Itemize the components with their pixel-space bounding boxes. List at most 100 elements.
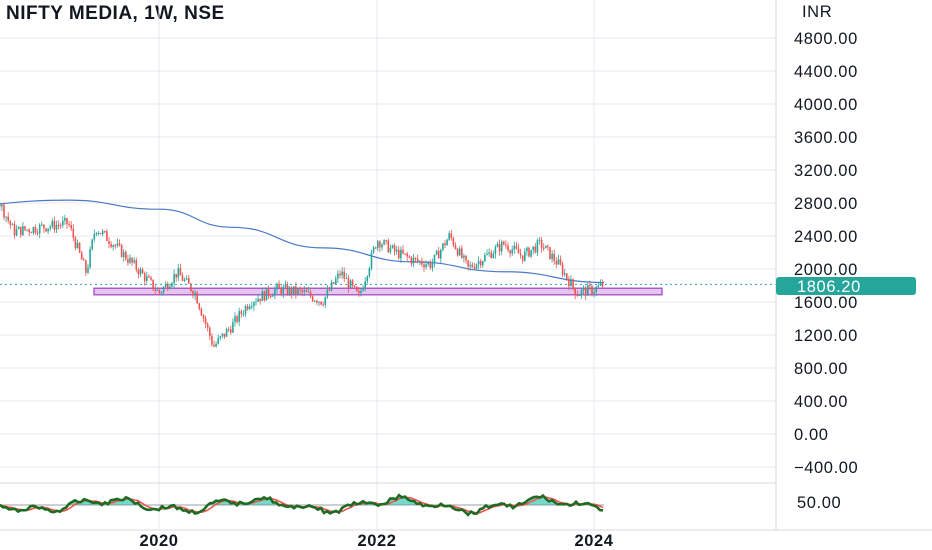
candle-body — [574, 287, 576, 296]
candle-body — [511, 249, 513, 254]
candle-body — [133, 260, 135, 263]
candle-body — [299, 289, 301, 291]
grid — [0, 0, 776, 530]
candle-body — [553, 253, 555, 262]
candle-body — [379, 241, 381, 248]
candle-body — [20, 226, 22, 236]
candle-body — [314, 300, 316, 302]
price-tick-label: 3600.00 — [794, 129, 858, 147]
candle-body — [83, 259, 85, 261]
candle-body — [120, 244, 123, 258]
candle-body — [521, 255, 524, 261]
candle-body — [206, 323, 209, 328]
candle-body — [595, 286, 597, 292]
candle-body — [167, 283, 169, 289]
candle-body — [24, 226, 26, 230]
candle-body — [589, 285, 591, 287]
candle-body — [99, 232, 102, 234]
candle-body — [479, 260, 482, 266]
candle-body — [494, 247, 497, 254]
candle-body — [412, 257, 415, 264]
candle-body — [3, 204, 5, 218]
candle-body — [171, 283, 173, 287]
candle-body — [500, 241, 503, 252]
candle-body — [125, 251, 127, 260]
candle-body — [230, 329, 232, 333]
candle-body — [368, 268, 371, 277]
candle-body — [223, 333, 226, 337]
candle-body — [391, 245, 394, 248]
candle-body — [188, 278, 190, 284]
candle-body — [122, 251, 125, 258]
candle-body — [261, 291, 264, 301]
candle-body — [276, 283, 278, 290]
candle-body — [284, 284, 287, 287]
price-tick-label: 2400.00 — [794, 228, 858, 246]
candle-body — [108, 240, 110, 244]
price-tick-label: 400.00 — [794, 393, 848, 411]
time-tick-label: 2020 — [139, 532, 178, 550]
candle-body — [416, 258, 419, 262]
candle-body — [551, 253, 553, 260]
candle-body — [467, 260, 469, 267]
candle-body — [587, 285, 589, 296]
candle-body — [450, 233, 453, 238]
candle-body — [192, 291, 194, 296]
candle-body — [76, 242, 79, 249]
candle-body — [91, 239, 93, 250]
candle-body — [114, 245, 117, 247]
candle-body — [572, 279, 574, 288]
candle-body — [251, 306, 253, 308]
candle-body — [488, 252, 490, 254]
candle-body — [597, 285, 600, 287]
candle-body — [383, 240, 385, 245]
candle-body — [242, 313, 245, 315]
candle-body — [244, 306, 247, 314]
price-tick-label: 1200.00 — [794, 327, 858, 345]
candle-body — [49, 226, 51, 229]
candle-body — [0, 204, 1, 207]
candle-body — [582, 288, 585, 291]
candle-body — [320, 301, 322, 305]
price-axis-ticks[interactable]: 4800.00 4400.00 4000.00 3600.00 3200.00 2800.… — [794, 30, 858, 477]
candle-body — [87, 267, 89, 273]
candle-body — [131, 257, 133, 263]
candle-body — [253, 302, 255, 307]
candle-body — [517, 248, 520, 254]
candle-body — [11, 224, 14, 226]
candle-body — [324, 296, 327, 305]
candle-body — [374, 247, 377, 249]
time-axis-ticks[interactable]: 2020 2022 2024 — [139, 532, 613, 550]
candle-body — [305, 290, 308, 292]
candle-body — [234, 316, 236, 323]
candle-body — [444, 243, 446, 246]
candle-body — [370, 252, 373, 269]
candle-body — [282, 286, 285, 294]
candle-body — [225, 329, 228, 337]
price-tick-label: 0.00 — [794, 426, 829, 444]
candle-body — [469, 264, 471, 267]
candle-body — [557, 259, 560, 265]
candle-body — [591, 286, 593, 294]
candle-body — [362, 288, 364, 291]
currency-label: INR — [802, 3, 832, 21]
candle-body — [70, 225, 72, 229]
candle-body — [513, 245, 516, 250]
candle-body — [414, 257, 417, 259]
candle-body — [406, 253, 408, 257]
candle-body — [30, 232, 33, 234]
candle-body — [17, 226, 20, 230]
candle-body — [584, 288, 587, 296]
candle-body — [530, 250, 532, 257]
candle-body — [78, 242, 81, 253]
candle-body — [202, 315, 205, 319]
oscillator-main-line — [0, 493, 604, 517]
candle-body — [85, 260, 87, 273]
candle-body — [301, 290, 303, 293]
candle-body — [311, 296, 314, 301]
candle-body — [148, 276, 150, 278]
support-zone[interactable] — [93, 287, 663, 296]
candle-body — [566, 273, 568, 279]
candle-body — [13, 224, 16, 236]
